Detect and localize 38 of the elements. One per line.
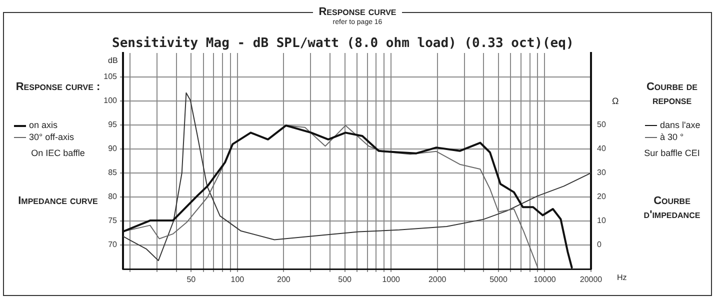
- text: Sensitivity Mag - dB SPL/watt (8.0 ohm load) (0.33 oct)(eq): [112, 36, 574, 51]
- x-tick-label: 200: [277, 275, 291, 284]
- y2-tick-label: 50: [597, 120, 606, 130]
- x-tick-label: 20000: [580, 275, 603, 284]
- y-tick-label: 105: [104, 72, 118, 82]
- legend-label: 30° off-axis: [29, 132, 74, 142]
- legend-label: on axis: [29, 120, 58, 130]
- text: On IEC baffle: [31, 148, 85, 158]
- y-tick-label: 85: [108, 168, 118, 178]
- x-tick-label: 500: [338, 275, 352, 284]
- y-tick-label: 80: [108, 192, 118, 202]
- y-tick-label: 70: [108, 240, 118, 250]
- y2-axis-title: Ω: [612, 96, 619, 106]
- y2-tick-label: 10: [597, 216, 606, 226]
- y2-tick-label: 0: [597, 240, 602, 250]
- x-tick-label: 100: [230, 275, 245, 284]
- y-tick-label: 75: [108, 216, 118, 226]
- y2-tick-label: 30: [597, 168, 606, 178]
- text: Courbe de reponse: [646, 81, 698, 107]
- x-tick-label: 2000: [428, 275, 447, 284]
- y-axis-title: dB: [108, 56, 118, 65]
- x-tick-label: 5000: [490, 275, 508, 284]
- text: Impedance curve: [18, 195, 98, 207]
- x-tick-label: 50: [186, 275, 196, 284]
- y-tick-label: 90: [108, 144, 118, 154]
- text: Sur baffle CEI: [644, 148, 700, 158]
- x-tick-label: 1000: [382, 275, 401, 284]
- x-axis-title: Hz: [617, 273, 627, 282]
- y2-tick-label: 20: [597, 192, 606, 202]
- text: Response curve :: [16, 81, 100, 93]
- y-tick-label: 95: [108, 120, 118, 130]
- y-tick-label: 100: [104, 96, 118, 106]
- text: dans l'axe: [660, 120, 700, 130]
- x-tick-label: 10000: [534, 275, 556, 284]
- chart-title: Response curve: [312, 6, 402, 18]
- text: Courbe d'impedance: [644, 195, 700, 221]
- y2-tick-label: 40: [597, 144, 606, 154]
- text: à 30 °: [660, 132, 684, 142]
